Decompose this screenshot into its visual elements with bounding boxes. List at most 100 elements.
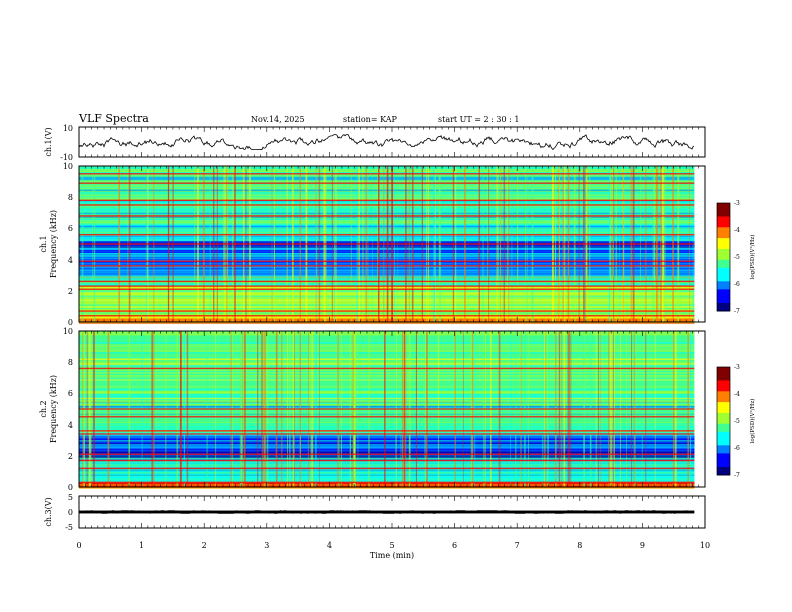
colorbar-segment xyxy=(717,213,730,217)
spectrogram-texture xyxy=(79,254,695,257)
spectrogram-texture xyxy=(79,235,695,237)
narrowband-line xyxy=(79,408,695,410)
spectrogram-texture xyxy=(79,229,695,232)
spectrogram-texture xyxy=(79,471,695,473)
narrowband-line xyxy=(79,260,695,262)
spectrogram-texture xyxy=(79,190,695,193)
narrowband-line xyxy=(79,280,695,283)
colorbar-segment xyxy=(717,267,730,271)
colorbar-segment xyxy=(717,300,730,304)
spectrogram-texture xyxy=(79,316,695,318)
colorbar-segment xyxy=(717,456,730,460)
spectrogram-texture xyxy=(79,441,695,443)
spectrogram-texture xyxy=(79,292,695,294)
spectrogram-texture xyxy=(79,424,695,426)
colorbar-segment xyxy=(717,230,730,234)
ch1-ytick: -10 xyxy=(60,153,73,162)
spectrogram-texture xyxy=(79,308,695,310)
narrowband-line xyxy=(79,459,695,462)
colorbar-segment xyxy=(717,453,730,457)
spectrogram-texture xyxy=(79,485,695,487)
narrowband-line xyxy=(79,288,695,290)
spectrogram-texture xyxy=(79,447,695,450)
time-tick-label: 7 xyxy=(515,541,520,550)
spectrogram-texture xyxy=(79,196,695,199)
spectrogram-texture xyxy=(79,304,695,307)
spectrogram-texture xyxy=(79,306,695,308)
ch2-freq-tick: 4 xyxy=(68,421,73,430)
spectrogram-texture xyxy=(79,449,695,452)
colorbar-segment xyxy=(717,208,730,212)
colorbar-segment xyxy=(717,275,730,280)
spectrogram-texture xyxy=(79,444,695,446)
spectrogram-texture xyxy=(79,357,695,359)
spectrogram-texture xyxy=(79,354,695,357)
time-tick-label: 0 xyxy=(76,541,81,550)
colorbar-segment xyxy=(717,254,730,258)
start-time-label: start UT = 2 : 30 : 1 xyxy=(438,115,519,124)
spectrogram-texture xyxy=(79,340,695,342)
spectrogram-texture xyxy=(79,227,695,230)
narrowband-line xyxy=(79,453,695,455)
spectrogram-texture xyxy=(79,349,695,352)
narrowband-line xyxy=(79,416,695,418)
spectrogram-texture xyxy=(79,463,695,466)
narrowband-line xyxy=(79,243,695,245)
spectrogram-texture xyxy=(79,228,695,230)
narrowband-line xyxy=(79,430,695,432)
time-tick-label: 10 xyxy=(700,541,710,550)
colorbar-segment xyxy=(717,412,730,417)
ch3-ytick: 5 xyxy=(68,493,73,502)
colorbar-segment xyxy=(717,377,730,381)
colorbar-segment xyxy=(717,211,730,215)
ch1-ytick: 10 xyxy=(63,124,73,133)
time-axis-label: Time (min) xyxy=(370,551,414,560)
narrowband-line xyxy=(79,285,695,287)
spectrogram-texture xyxy=(79,283,695,287)
spectrogram-texture xyxy=(79,244,695,247)
spectrogram-texture xyxy=(79,297,695,300)
colorbar-segment xyxy=(717,469,730,473)
colorbar-segment xyxy=(717,278,730,282)
spectrogram-texture xyxy=(79,246,695,248)
colorbar-segment xyxy=(717,238,730,242)
colorbar-segment xyxy=(717,270,730,274)
spectrogram-texture xyxy=(79,399,695,402)
spectrogram-texture xyxy=(79,332,695,334)
spectrogram-texture xyxy=(79,166,695,170)
colorbar-segment xyxy=(717,308,730,312)
spectrogram-texture xyxy=(79,250,695,252)
colorbar-segment xyxy=(717,442,730,446)
ch2-colorbar-tick: -6 xyxy=(734,445,740,452)
spectrogram-texture xyxy=(79,347,695,349)
colorbar-segment xyxy=(717,203,730,207)
narrowband-line xyxy=(79,433,695,435)
narrowband-line xyxy=(79,182,695,184)
spectrogram-texture xyxy=(79,455,695,458)
spectrogram-texture xyxy=(79,348,695,350)
spectrogram-texture xyxy=(79,192,695,194)
spectrogram-texture xyxy=(79,411,695,414)
colorbar-segment xyxy=(717,423,730,427)
spectrogram-texture xyxy=(79,187,695,189)
spectrogram-texture xyxy=(79,249,695,251)
spectrogram-texture xyxy=(79,460,695,463)
colorbar-segment xyxy=(717,286,730,290)
spectrogram-texture xyxy=(79,352,695,354)
spectrogram-texture xyxy=(79,360,695,362)
spectrogram-texture xyxy=(79,379,695,381)
spectrogram-texture xyxy=(79,201,695,204)
date-label: Nov.14, 2025 xyxy=(251,115,305,124)
spectrogram-texture xyxy=(79,230,695,233)
ch1-freq-tick: 6 xyxy=(68,224,73,233)
colorbar-segment xyxy=(717,289,730,293)
narrowband-line xyxy=(79,233,695,236)
ch1-waveform-panel: 10 -10 ch.1(V) xyxy=(44,124,706,162)
ch2-spectrogram-panel: 0 2 4 6 8 10 ch.2Frequency (kHz) xyxy=(39,327,706,492)
spectrogram-texture xyxy=(79,183,695,185)
spectrogram-texture xyxy=(79,445,695,448)
colorbar-segment xyxy=(717,232,730,236)
spectrogram-texture xyxy=(79,364,695,367)
colorbar-segment xyxy=(717,372,730,376)
colorbar-segment xyxy=(717,466,730,471)
